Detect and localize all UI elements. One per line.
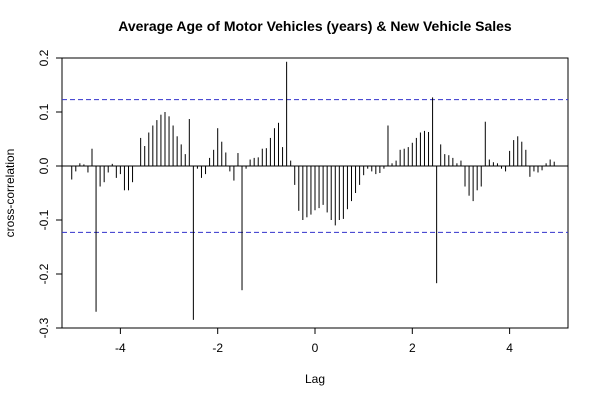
x-tick-label: 0 bbox=[312, 341, 319, 355]
x-axis: -4 -2 0 2 4 bbox=[115, 328, 513, 355]
y-tick-label: -0.1 bbox=[37, 209, 51, 230]
y-tick-label: 0.0 bbox=[37, 157, 51, 174]
y-axis-label: cross-correlation bbox=[3, 149, 17, 238]
x-tick-label: -2 bbox=[212, 341, 223, 355]
y-tick-label: -0.3 bbox=[37, 317, 51, 338]
x-tick-label: -4 bbox=[115, 341, 126, 355]
x-axis-label: Lag bbox=[305, 372, 325, 386]
x-tick-label: 2 bbox=[409, 341, 416, 355]
chart-title: Average Age of Motor Vehicles (years) & … bbox=[118, 18, 512, 34]
y-tick-label: 0.1 bbox=[37, 103, 51, 120]
y-tick-label: -0.2 bbox=[37, 263, 51, 284]
plot-area bbox=[62, 61, 568, 320]
y-tick-label: 0.2 bbox=[37, 49, 51, 66]
y-axis: -0.3 -0.2 -0.1 0.0 0.1 0.2 bbox=[37, 49, 62, 338]
x-tick-label: 4 bbox=[506, 341, 513, 355]
